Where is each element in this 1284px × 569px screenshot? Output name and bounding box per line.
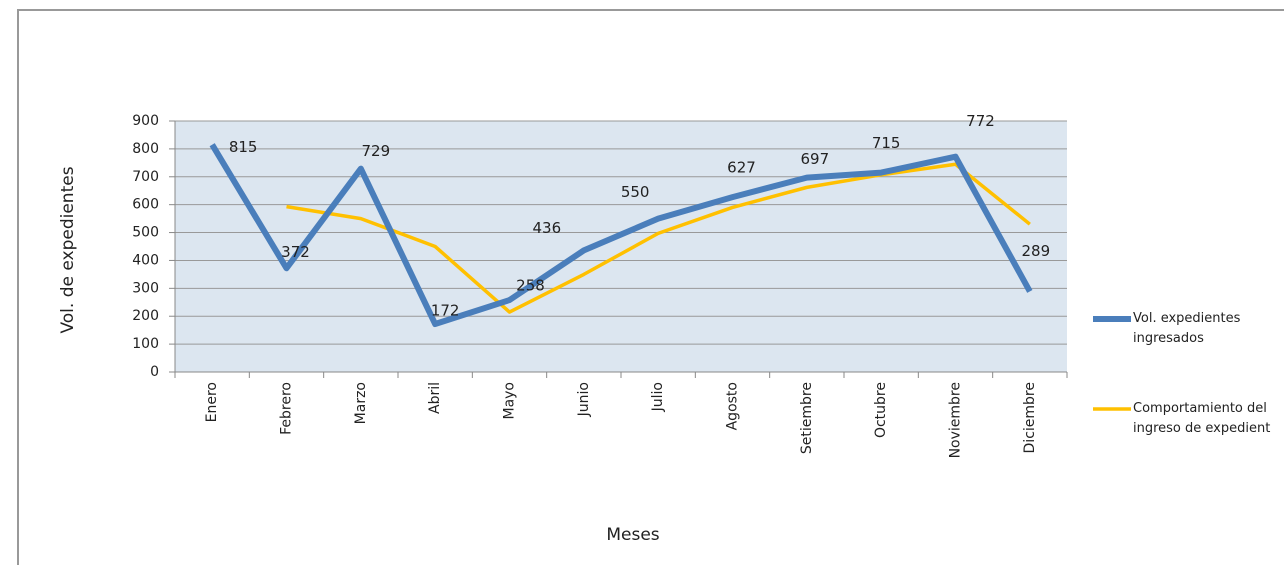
legend-item: Vol. expedientes ingresados [1133,311,1241,346]
y-tick-label: 600 [132,197,159,213]
y-axis-title: Vol. de expedientes [58,166,78,333]
data-label: 627 [727,159,756,177]
frame [17,9,1284,565]
x-tick-label: Abril [427,382,443,414]
data-label: 550 [621,183,650,201]
data-label: 697 [801,150,830,168]
x-tick-label: Agosto [725,382,741,430]
x-tick-label: Octubre [873,382,889,438]
y-tick-label: 400 [132,252,159,268]
y-tick-label: 0 [150,364,159,380]
x-tick-label: Mayo [502,382,518,420]
y-tick-label: 100 [132,336,159,352]
x-tick-label: Febrero [279,382,295,435]
data-label: 436 [533,219,562,237]
series-line [286,162,1031,314]
x-tick-label: Marzo [353,382,369,424]
x-axis-title: Meses [606,525,659,545]
y-tick-label: 300 [132,280,159,296]
series-line [209,143,1033,328]
x-tick-label: Diciembre [1022,382,1038,453]
data-label: 715 [872,134,901,152]
y-tick-label: 900 [132,113,159,129]
x-tick-label: Setiembre [799,382,815,454]
data-label: 372 [281,243,310,261]
legend-label: Comportamiento del ingreso de expedient [1133,401,1271,436]
data-label: 172 [431,302,460,320]
y-tick-label: 200 [132,308,159,324]
x-tick-label: Noviembre [948,382,964,458]
x-tick-label: Julio [650,382,666,412]
data-label: 772 [966,112,995,130]
y-tick-label: 800 [132,141,159,157]
x-tick-label: Junio [576,382,592,417]
y-tick-label: 700 [132,169,159,185]
legend-label: Vol. expedientes ingresados [1133,311,1241,346]
data-label: 258 [516,277,545,295]
data-label: 289 [1022,242,1051,260]
legend-item: Comportamiento del ingreso de expedient [1133,401,1271,436]
data-label: 729 [362,142,391,160]
data-label: 815 [229,138,258,156]
y-tick-label: 500 [132,225,159,241]
x-tick-label: Enero [204,382,220,422]
